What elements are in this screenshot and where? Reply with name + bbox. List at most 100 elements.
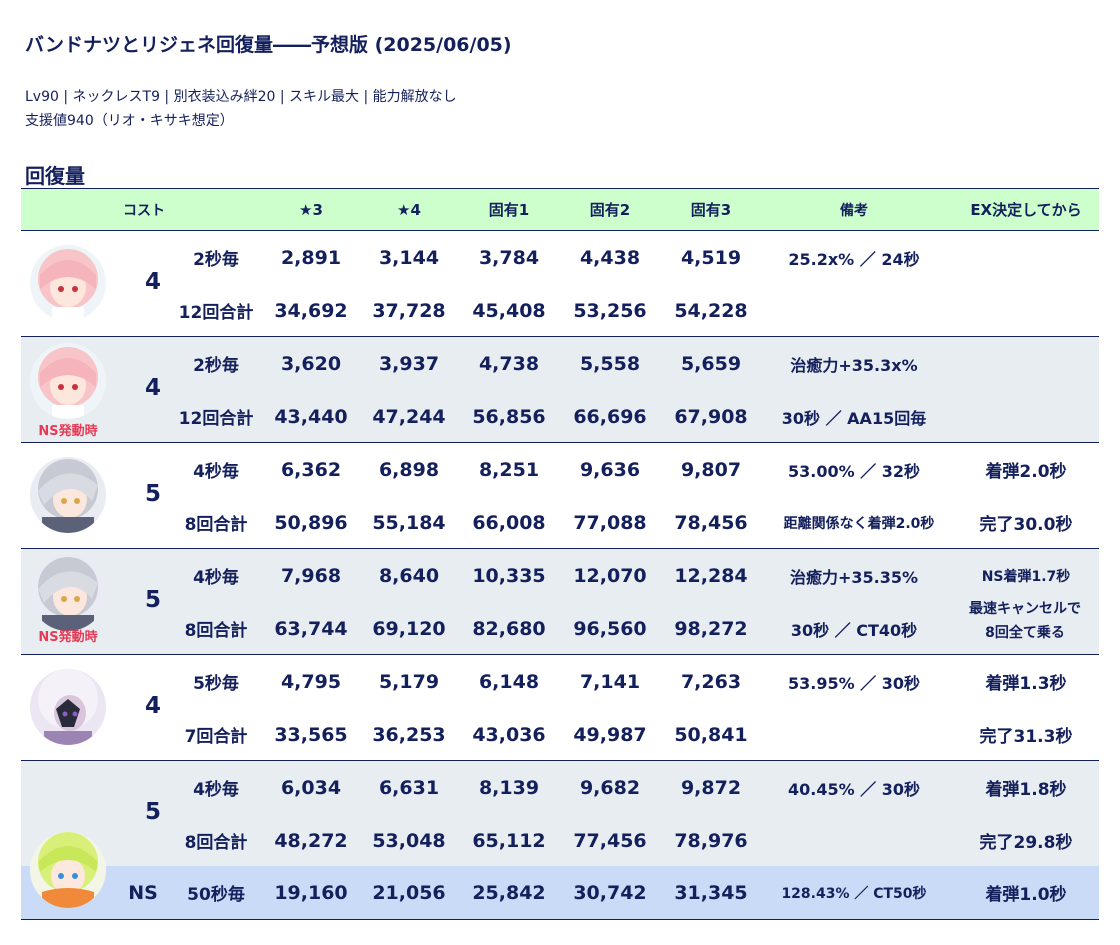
value-star4: 53,048 <box>372 829 446 852</box>
value-star3: 33,565 <box>274 723 348 746</box>
value-unique1: 3,784 <box>478 246 540 269</box>
value-star3: 19,160 <box>274 881 348 904</box>
table-row-group: NS 50秒毎 19,160 21,056 25,842 30,742 31,3… <box>21 761 1099 920</box>
value-unique3: 7,263 <box>680 670 742 693</box>
ex-note: NS着弾1.7秒 <box>981 568 1071 585</box>
support-line: 支援値940（リオ・キサキ想定） <box>25 113 234 129</box>
total-label: 12回合計 <box>178 409 254 429</box>
value-unique3: 67,908 <box>674 405 748 428</box>
value-unique2: 77,456 <box>573 829 647 852</box>
value-star4: 55,184 <box>372 511 446 534</box>
section-title: 回復量 <box>25 164 85 188</box>
character-avatar <box>30 669 106 745</box>
total-label: 8回合計 <box>184 833 248 853</box>
value-unique3: 9,807 <box>680 458 742 481</box>
value-unique3: 12,284 <box>674 564 748 587</box>
value-unique1: 8,139 <box>478 776 540 799</box>
value-unique3: 78,976 <box>674 829 748 852</box>
value-unique2: 5,558 <box>579 352 641 375</box>
total-label: 8回合計 <box>184 515 248 535</box>
ns-cost: NS <box>128 881 158 904</box>
value-star4: 21,056 <box>372 881 446 904</box>
value-star3: 48,272 <box>274 829 348 852</box>
value-unique2: 7,141 <box>579 670 641 693</box>
ex-note-line: 8回全て乗る <box>985 625 1065 641</box>
ex-note: 着弾2.0秒 <box>985 462 1067 482</box>
note: 30秒 ／ CT40秒 <box>790 620 918 640</box>
interval-label: 2秒毎 <box>193 250 239 270</box>
character-avatar <box>30 457 106 533</box>
note: 53.00% ／ 32秒 <box>787 461 921 481</box>
table-row: 8回合計 50,896 55,184 66,008 77,088 78,456 … <box>21 496 1099 549</box>
note: 40.45% ／ 30秒 <box>787 779 921 799</box>
cost-value: 5 <box>144 587 161 613</box>
ex-note-line: 最速キャンセルで <box>969 601 1081 617</box>
value-unique2: 12,070 <box>573 564 647 587</box>
header-star4: ★4 <box>397 200 421 219</box>
value-star3: 43,440 <box>274 405 348 428</box>
value-unique1: 82,680 <box>472 617 546 640</box>
header-cost: コスト <box>123 202 165 219</box>
table-row: 8回合計 63,744 69,120 82,680 96,560 98,272 … <box>21 602 1099 655</box>
ns-badge: NS発動時 <box>38 424 98 439</box>
value-unique3: 98,272 <box>674 617 748 640</box>
character-avatar <box>30 245 106 321</box>
table-row: 4秒毎 7,968 8,640 10,335 12,070 12,284 治癒力… <box>21 549 1099 602</box>
cost-value: 5 <box>144 799 161 825</box>
table-row-group: 5 4秒毎 6,362 6,898 8,251 9,636 9,807 53.0… <box>21 443 1099 549</box>
interval-label: 4秒毎 <box>193 568 239 588</box>
table-row: 5秒毎 4,795 5,179 6,148 7,141 7,263 53.95%… <box>21 655 1099 708</box>
value-unique2: 77,088 <box>573 511 647 534</box>
cost-value: 4 <box>144 375 161 401</box>
cost-value: 5 <box>144 481 161 507</box>
value-unique1: 43,036 <box>472 723 546 746</box>
value-star4: 37,728 <box>372 299 446 322</box>
note: 128.43% ／ CT50秒 <box>781 885 927 902</box>
ex-note: 完了31.3秒 <box>979 727 1073 747</box>
value-star3: 3,620 <box>280 352 342 375</box>
value-unique1: 25,842 <box>472 881 546 904</box>
page-title: バンドナツとリジェネ回復量――予想版 (2025/06/05) <box>25 34 512 56</box>
value-unique3: 5,659 <box>680 352 742 375</box>
value-unique2: 30,742 <box>573 881 647 904</box>
header-unique2: 固有2 <box>589 201 631 219</box>
header-note: 備考 <box>840 202 868 219</box>
total-label: 12回合計 <box>178 303 254 323</box>
table-row: NS 50秒毎 19,160 21,056 25,842 30,742 31,3… <box>21 866 1099 919</box>
note: 治癒力+35.3x% <box>790 355 918 375</box>
ns-badge: NS発動時 <box>38 630 98 645</box>
ex-note: 完了30.0秒 <box>979 515 1073 535</box>
value-unique1: 66,008 <box>472 511 546 534</box>
character-avatar <box>30 555 106 631</box>
value-unique1: 4,738 <box>478 352 540 375</box>
table-row: 2秒毎 3,620 3,937 4,738 5,558 5,659 治癒力+35… <box>21 337 1099 390</box>
value-star3: 6,034 <box>280 776 342 799</box>
heal-table: コスト ★3 ★4 固有1 固有2 固有3 備考 EX決定してから 4 2秒毎 … <box>21 188 1099 920</box>
value-unique3: 9,872 <box>680 776 742 799</box>
table-row-group: NS発動時 4 2秒毎 3,620 3,937 4,738 5,558 5,65… <box>21 337 1099 443</box>
ex-note: 着弾1.3秒 <box>985 674 1067 694</box>
value-unique3: 54,228 <box>674 299 748 322</box>
value-star4: 8,640 <box>378 564 440 587</box>
interval-label: 50秒毎 <box>187 885 245 905</box>
value-unique3: 78,456 <box>674 511 748 534</box>
header-ex: EX決定してから <box>970 201 1082 219</box>
value-unique2: 66,696 <box>573 405 647 428</box>
value-star3: 2,891 <box>280 246 342 269</box>
character-avatar <box>30 343 106 419</box>
ex-note: 着弾1.8秒 <box>985 780 1067 800</box>
value-star4: 36,253 <box>372 723 446 746</box>
total-label: 8回合計 <box>184 621 248 641</box>
table-row: 12回合計 43,440 47,244 56,856 66,696 67,908… <box>21 390 1099 443</box>
table-row: 8回合計 48,272 53,048 65,112 77,456 78,976 … <box>21 814 1099 867</box>
table-row: 7回合計 33,565 36,253 43,036 49,987 50,841 … <box>21 708 1099 761</box>
value-unique1: 65,112 <box>472 829 546 852</box>
total-label: 7回合計 <box>184 727 248 747</box>
value-unique2: 9,682 <box>579 776 641 799</box>
value-unique2: 4,438 <box>579 246 641 269</box>
table-row: 2秒毎 2,891 3,144 3,784 4,438 4,519 25.2x%… <box>21 231 1099 284</box>
value-star4: 6,631 <box>378 776 440 799</box>
value-star4: 47,244 <box>372 405 446 428</box>
ns-row: NS 50秒毎 19,160 21,056 25,842 30,742 31,3… <box>21 866 1099 919</box>
value-unique2: 96,560 <box>573 617 647 640</box>
